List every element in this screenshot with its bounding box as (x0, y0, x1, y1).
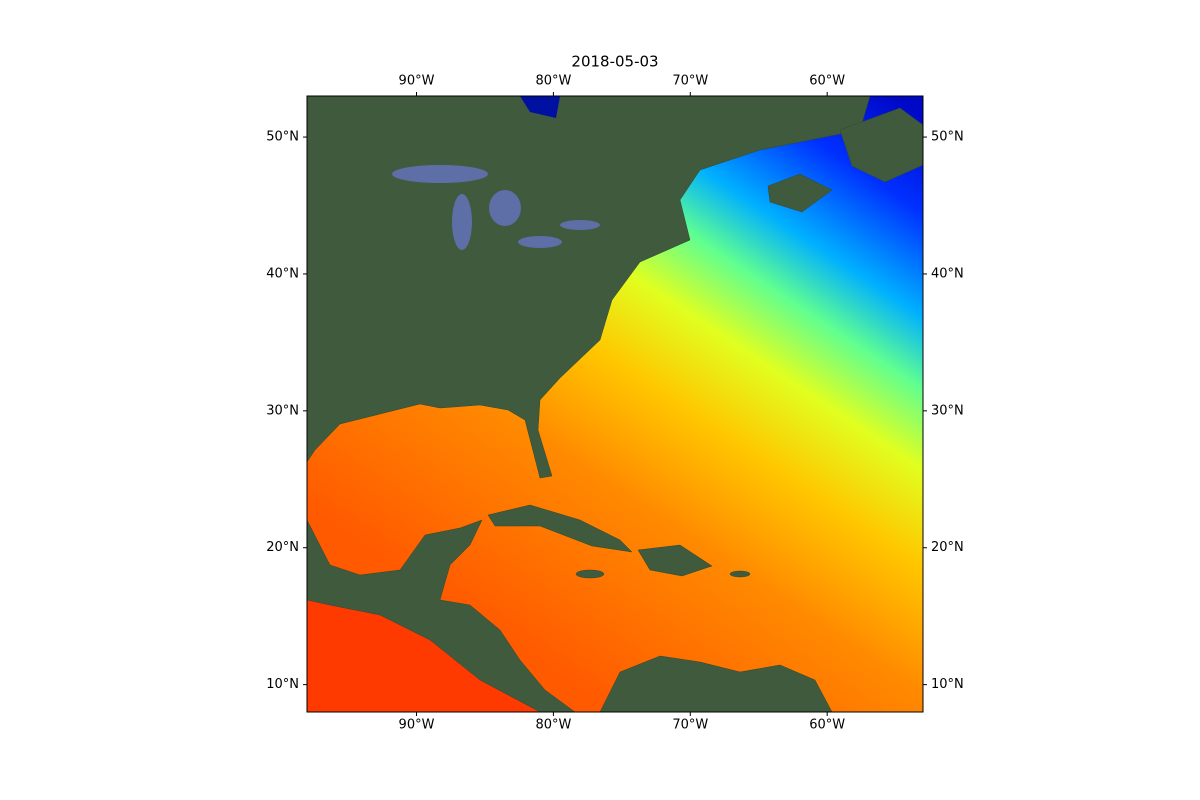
puerto-rico (729, 570, 751, 578)
y-tick-label: 40°N (266, 266, 299, 281)
cuba (487, 504, 633, 553)
south-america (599, 655, 833, 712)
map-image (307, 96, 923, 712)
y-tick-label: 50°N (266, 130, 299, 145)
hispaniola (637, 544, 713, 577)
x-tick-label: 60°W (809, 718, 845, 733)
y-tick-label: 40°N (931, 266, 964, 281)
x-tick-label: 70°W (672, 718, 708, 733)
nova-scotia (767, 173, 833, 213)
hudson-bay (520, 96, 560, 118)
newfoundland (839, 107, 923, 183)
y-tick-label: 10°N (931, 677, 964, 692)
map-title: 2018-05-03 (571, 53, 658, 71)
x-tick-label: 90°W (399, 74, 435, 89)
y-tick-label: 20°N (266, 540, 299, 555)
lake-erie (518, 236, 562, 248)
x-tick-label: 60°W (809, 74, 845, 89)
x-tick-label: 80°W (535, 718, 571, 733)
x-tick-label: 90°W (399, 718, 435, 733)
lake-michigan (452, 194, 472, 250)
y-tick-label: 20°N (931, 540, 964, 555)
x-tick-label: 80°W (535, 74, 571, 89)
pacific (307, 600, 540, 712)
north-america (307, 96, 871, 479)
lake-huron (489, 190, 521, 226)
x-tick-label: 70°W (672, 74, 708, 89)
y-tick-label: 30°N (931, 403, 964, 418)
central-america (307, 519, 576, 712)
jamaica (575, 569, 605, 579)
lake-superior (392, 165, 488, 183)
y-tick-label: 10°N (266, 677, 299, 692)
lake-ontario (560, 220, 600, 230)
map-frame (306, 95, 924, 713)
y-tick-label: 50°N (931, 130, 964, 145)
y-tick-label: 30°N (266, 403, 299, 418)
